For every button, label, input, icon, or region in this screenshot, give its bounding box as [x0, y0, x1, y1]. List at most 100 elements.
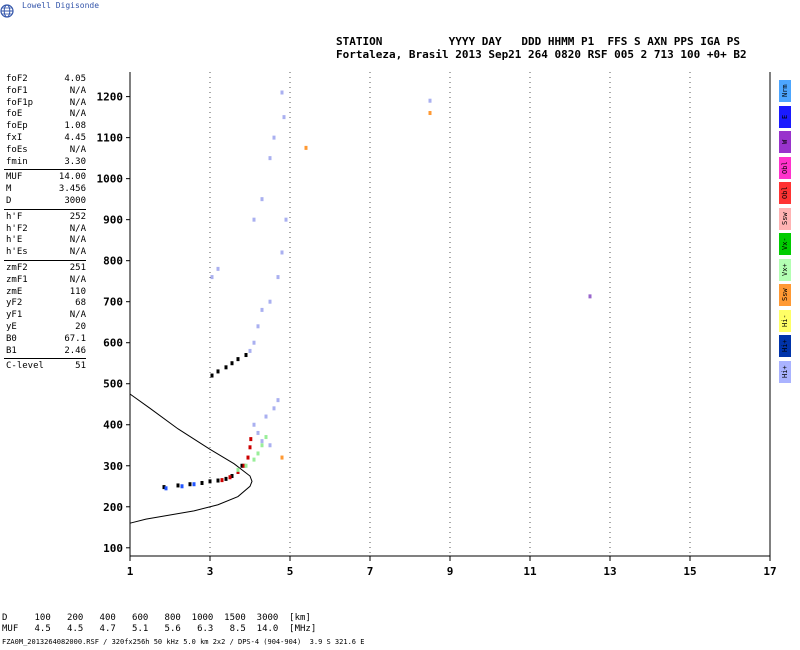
- echo-point: [210, 373, 214, 378]
- echo-point: [304, 145, 308, 150]
- param-row: h'F 252: [6, 212, 86, 224]
- density-profile-curve: [129, 393, 253, 524]
- echo-point: [256, 451, 260, 456]
- x-tick-label: 1: [127, 565, 134, 578]
- legend-item: Vx+: [779, 258, 791, 281]
- echo-point: [228, 475, 232, 480]
- param-label: h'F2: [6, 223, 28, 234]
- logo-text: Lowell Digisonde: [22, 1, 100, 10]
- param-label: h'Es: [6, 247, 28, 258]
- echo-point: [180, 484, 184, 489]
- param-value: 4.45: [64, 133, 86, 143]
- footer-d-row: D 100 200 400 600 800 1000 1500 3000 [km…: [2, 613, 311, 623]
- param-label: yF1: [6, 310, 23, 321]
- param-label: fmin: [6, 156, 28, 167]
- param-value: 14.00: [58, 172, 86, 183]
- param-label: C-level: [6, 361, 44, 372]
- echo-point: [268, 443, 272, 448]
- echo-point: [164, 486, 168, 491]
- echo-point: [249, 437, 253, 442]
- echo-point: [236, 357, 240, 362]
- echo-point: [256, 324, 260, 329]
- param-label: M: [6, 184, 12, 195]
- echo-point: [280, 455, 284, 460]
- param-value: 51: [75, 361, 86, 372]
- param-row: foEp 1.08: [6, 121, 86, 133]
- param-row: foF2 4.05: [6, 74, 86, 86]
- param-value: 68: [75, 298, 86, 309]
- legend-item: Ssw: [779, 284, 791, 306]
- y-tick-label: 600: [103, 337, 123, 350]
- echo-point: [282, 115, 286, 120]
- param-value: N/A: [69, 223, 86, 234]
- param-value: 1.08: [64, 121, 86, 132]
- param-row: foE N/A: [6, 109, 86, 121]
- param-value: N/A: [69, 274, 86, 285]
- echo-point: [242, 463, 246, 468]
- param-label: foE: [6, 109, 23, 120]
- y-tick-label: 500: [103, 378, 123, 391]
- param-label: foF1: [6, 85, 28, 96]
- legend-item: Hi+: [779, 360, 791, 383]
- y-tick-label: 400: [103, 419, 123, 432]
- x-tick-label: 9: [447, 565, 454, 578]
- param-value: 3.456: [58, 184, 86, 195]
- param-row: D 3000: [6, 196, 86, 208]
- param-row: zmF2 251: [6, 263, 86, 275]
- footer-file-info: FZA0M_2013264082000.RSF / 320fx256h 50 k…: [2, 638, 365, 646]
- param-row: foF1 N/A: [6, 86, 86, 98]
- echo-point: [230, 474, 234, 479]
- param-label: yE: [6, 322, 17, 332]
- param-label: B1: [6, 345, 17, 356]
- param-row: foEs N/A: [6, 145, 86, 157]
- echo-point: [252, 422, 256, 427]
- header-values: Fortaleza, Brasil 2013 Sep21 264 0820 RS…: [336, 48, 747, 61]
- echo-point: [230, 361, 234, 366]
- param-row: h'Es N/A: [6, 247, 86, 259]
- echo-point: [240, 463, 244, 468]
- legend-item: Hi+: [779, 335, 791, 357]
- footer-muf-row: MUF 4.5 4.5 4.7 5.1 5.6 6.3 8.5 14.0 [MH…: [2, 624, 317, 634]
- param-value: N/A: [69, 97, 86, 108]
- echo-point: [252, 217, 256, 222]
- y-tick-label: 200: [103, 501, 123, 514]
- param-label: zmE: [6, 286, 23, 297]
- header-labels: STATION YYYY DAY DDD HHMM P1 FFS S AXN P…: [336, 35, 740, 48]
- echo-point: [268, 299, 272, 304]
- echo-point: [276, 398, 280, 403]
- y-tick-label: 100: [103, 542, 123, 555]
- param-row: zmF1 N/A: [6, 275, 86, 287]
- param-row: fmin 3.30: [6, 157, 86, 169]
- echo-point: [162, 485, 166, 490]
- x-tick-label: 13: [603, 565, 616, 578]
- x-tick-label: 11: [523, 565, 537, 578]
- ionogram-chart: 1 3 5 7 9 11 13 15 17100200300400500600700800900…: [97, 72, 777, 578]
- param-row: h'F2 N/A: [6, 224, 86, 236]
- echo-point: [210, 275, 214, 280]
- echo-point: [208, 479, 212, 484]
- param-label: fxI: [6, 133, 23, 143]
- param-label: foEp: [6, 121, 28, 132]
- echo-point: [260, 443, 264, 448]
- param-separator: [4, 260, 86, 261]
- echo-point: [216, 369, 220, 374]
- y-tick-label: 800: [103, 255, 123, 268]
- echo-point: [224, 476, 228, 481]
- param-label: zmF1: [6, 274, 28, 285]
- legend-item: Vx-: [779, 233, 791, 255]
- param-label: MUF: [6, 172, 23, 183]
- x-tick-label: 7: [367, 565, 374, 578]
- echo-point: [272, 135, 276, 140]
- echo-point: [216, 266, 220, 271]
- param-row: foF1p N/A: [6, 98, 86, 110]
- legend-item: Ssw: [779, 207, 791, 230]
- echo-point: [284, 217, 288, 222]
- param-row: zmE 110: [6, 287, 86, 299]
- echo-point: [246, 455, 250, 460]
- y-tick-label: 700: [103, 296, 123, 309]
- echo-point: [176, 483, 180, 488]
- echo-point: [224, 365, 228, 370]
- param-row: M 3.456: [6, 184, 86, 196]
- echo-point: [236, 467, 240, 472]
- echo-point: [260, 439, 264, 444]
